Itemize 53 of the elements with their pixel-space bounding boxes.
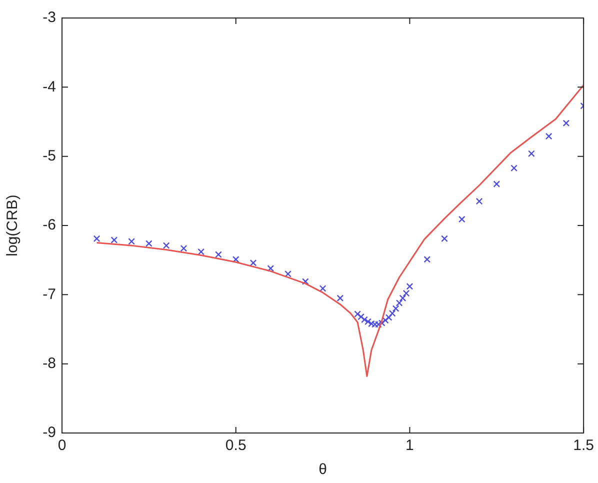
point: [232, 256, 240, 263]
point: [364, 318, 372, 326]
point: [385, 314, 392, 321]
point: [406, 282, 414, 290]
point: [378, 320, 386, 326]
x-tick-label: 0.5: [225, 437, 246, 454]
point: [528, 150, 535, 157]
point: [458, 216, 466, 223]
point: [476, 198, 483, 205]
point: [493, 180, 500, 188]
point: [146, 240, 152, 247]
point: [336, 294, 344, 302]
point: [368, 320, 375, 328]
point: [374, 320, 382, 328]
y-tick-label: -8: [42, 354, 56, 372]
point: [399, 294, 406, 302]
y-tick-label: -7: [42, 286, 56, 303]
point: [162, 242, 170, 249]
point: [93, 235, 100, 242]
x-tick-label: 0: [58, 437, 66, 454]
point: [388, 310, 396, 317]
point: [267, 264, 274, 272]
point: [396, 300, 403, 306]
y-tick-label: -6: [42, 216, 56, 234]
point: [392, 305, 400, 312]
y-tick-label: -5: [42, 147, 56, 164]
point: [441, 235, 448, 242]
x-tick-label: 1: [406, 437, 414, 454]
y-axis-title: log(CRB): [4, 194, 22, 256]
point: [382, 316, 389, 324]
y-tick-label: -9: [42, 424, 56, 442]
y-tick-label: -3: [42, 9, 56, 26]
point: [284, 270, 292, 278]
point: [354, 310, 361, 318]
point: [424, 256, 431, 263]
point: [198, 248, 205, 256]
point: [372, 320, 378, 328]
y-tick-label: -4: [42, 78, 56, 96]
point: [545, 132, 552, 140]
x-tick-label: 1.5: [573, 437, 594, 454]
point: [250, 259, 257, 266]
point: [110, 236, 118, 244]
point: [510, 164, 518, 172]
point: [319, 285, 326, 292]
point: [562, 120, 570, 127]
point: [180, 244, 188, 252]
x-axis-title: θ: [318, 461, 327, 478]
point: [302, 278, 309, 285]
point: [361, 316, 368, 323]
point: [128, 238, 135, 245]
point: [402, 290, 410, 297]
point: [215, 251, 222, 258]
point: [358, 313, 364, 320]
